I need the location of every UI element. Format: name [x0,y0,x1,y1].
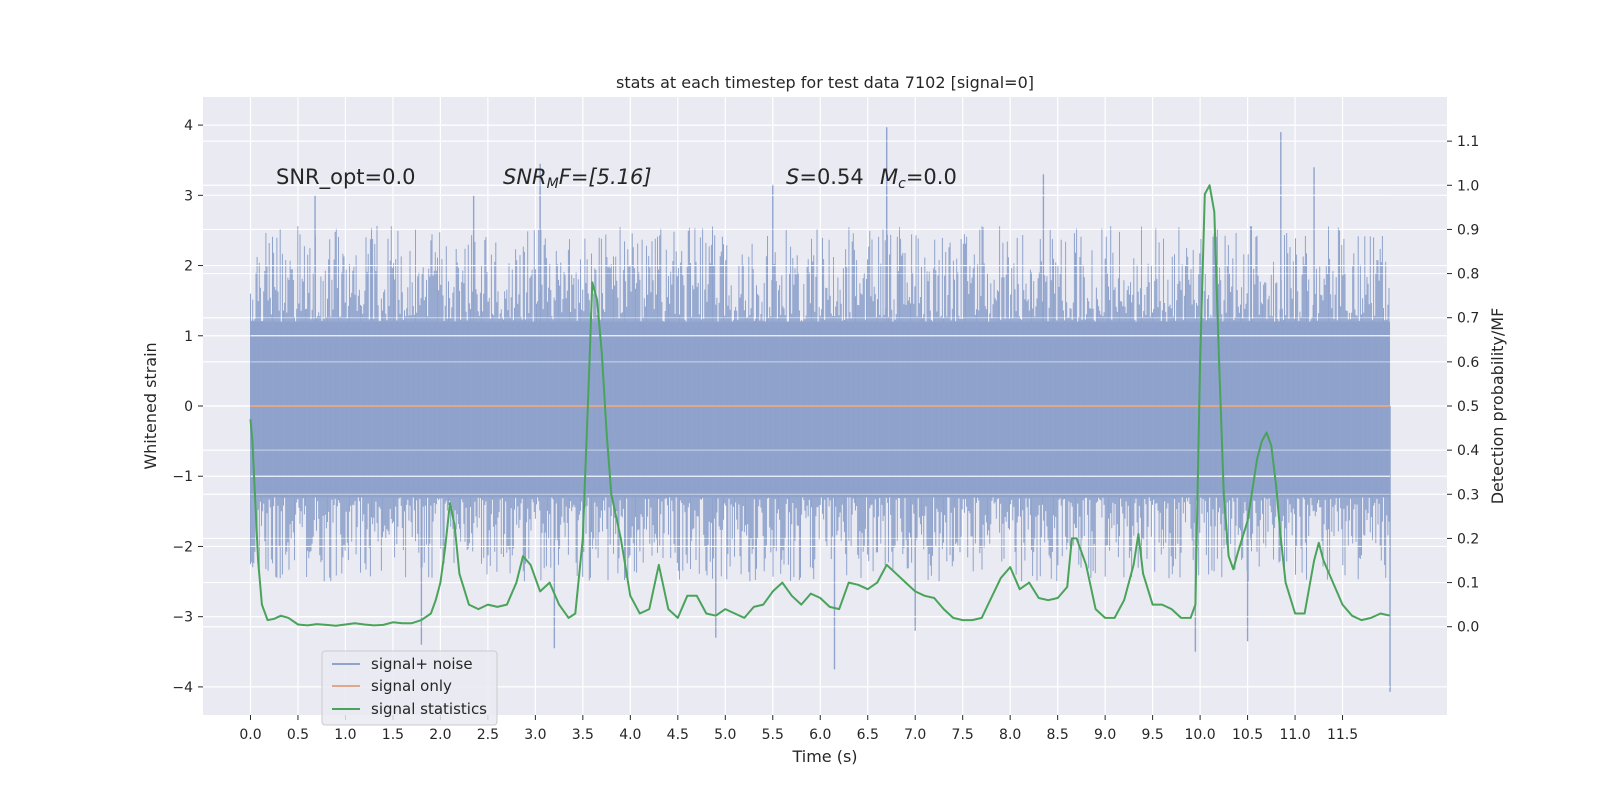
snr-mf-rest: F=[5.16] [559,165,652,189]
x-tick-label: 7.5 [952,727,974,743]
y-right-tick-label: 0.9 [1457,222,1479,238]
snr-mf-base: SNR [503,165,547,189]
y-right-tick-label: 0.7 [1457,311,1479,327]
x-tick-label: 10.0 [1185,727,1216,743]
statistics-series [249,184,1391,627]
tick-labels: 0.0 0.5 1.0 1.5 2.0 2.5 3.0 3.5 4.0 4.5 5.0 5.5 6.0 6… [172,118,1479,743]
x-tick-label: 11.5 [1327,727,1358,743]
y-axis-label: Whitened strain [141,342,160,469]
y-tick-label: 4 [184,118,193,134]
y-tick-label: −3 [172,610,193,626]
y-tick-label: −4 [172,680,193,696]
y-right-tick-label: 1.1 [1457,134,1479,150]
x-tick-label: 2.5 [477,727,499,743]
chart-title: stats at each timestep for test data 710… [616,73,1034,92]
y-right-tick-label: 0.2 [1457,531,1479,547]
x-tick-label: 5.0 [714,727,736,743]
x-tick-label: 4.5 [667,727,689,743]
y-right-tick-label: 0.0 [1457,620,1479,636]
y-right-tick-label: 0.8 [1457,267,1479,283]
x-tick-label: 0.0 [239,727,261,743]
annotation-mc: Mc=0.0 [880,165,957,192]
y-tick-label: −1 [172,469,193,485]
x-tick-label: 5.5 [762,727,784,743]
x-tick-label: 10.5 [1232,727,1263,743]
y-tick-label: 2 [184,259,193,275]
y-right-tick-label: 0.6 [1457,355,1479,371]
x-tick-label: 6.5 [857,727,879,743]
x-tick-label: 8.0 [999,727,1021,743]
y-tick-label: −2 [172,539,193,555]
x-tick-label: 11.0 [1279,727,1310,743]
x-tick-label: 7.0 [904,727,926,743]
y-right-tick-label: 1.0 [1457,178,1479,194]
mc-label: M [880,165,898,189]
y-axis-label-right: Detection probability/MF [1488,308,1507,505]
x-tick-label: 9.5 [1141,727,1163,743]
statistics-line [249,184,1391,627]
mc-value: =0.0 [906,165,957,189]
x-tick-label: 9.0 [1094,727,1116,743]
x-tick-label: 3.0 [524,727,546,743]
x-tick-label: 4.0 [619,727,641,743]
x-tick-label: 8.5 [1047,727,1069,743]
legend-box [321,650,498,726]
y-tick-label: 3 [184,188,193,204]
annotation-snr-mf: SNRMF=[5.16] [503,165,652,192]
x-tick-label: 2.0 [429,727,451,743]
annotation-s: S=0.54 [786,165,864,189]
x-tick-label: 1.5 [382,727,404,743]
x-tick-label: 6.0 [809,727,831,743]
x-tick-label: 1.0 [334,727,356,743]
legend-label-statistics: signal statistics [371,700,487,718]
y-tick-label: 1 [184,329,193,345]
x-tick-label: 3.5 [572,727,594,743]
x-axis-label: Time (s) [791,747,857,766]
snr-mf-sub: M [547,176,559,192]
legend-label-signal-only: signal only [371,677,452,695]
legend: signal+ noise signal only signal statist… [321,650,498,726]
mc-sub: c [898,176,906,192]
s-value: =0.54 [799,165,863,189]
y-right-tick-label: 0.4 [1457,443,1479,459]
y-right-tick-label: 0.5 [1457,399,1479,415]
x-tick-label: 0.5 [287,727,309,743]
y-right-tick-label: 0.3 [1457,487,1479,503]
y-tick-label: 0 [184,399,193,415]
annotation-snr-opt: SNR_opt=0.0 [276,165,416,190]
legend-label-noise: signal+ noise [371,655,473,673]
s-label: S [786,165,799,189]
y-right-tick-label: 0.1 [1457,576,1479,592]
